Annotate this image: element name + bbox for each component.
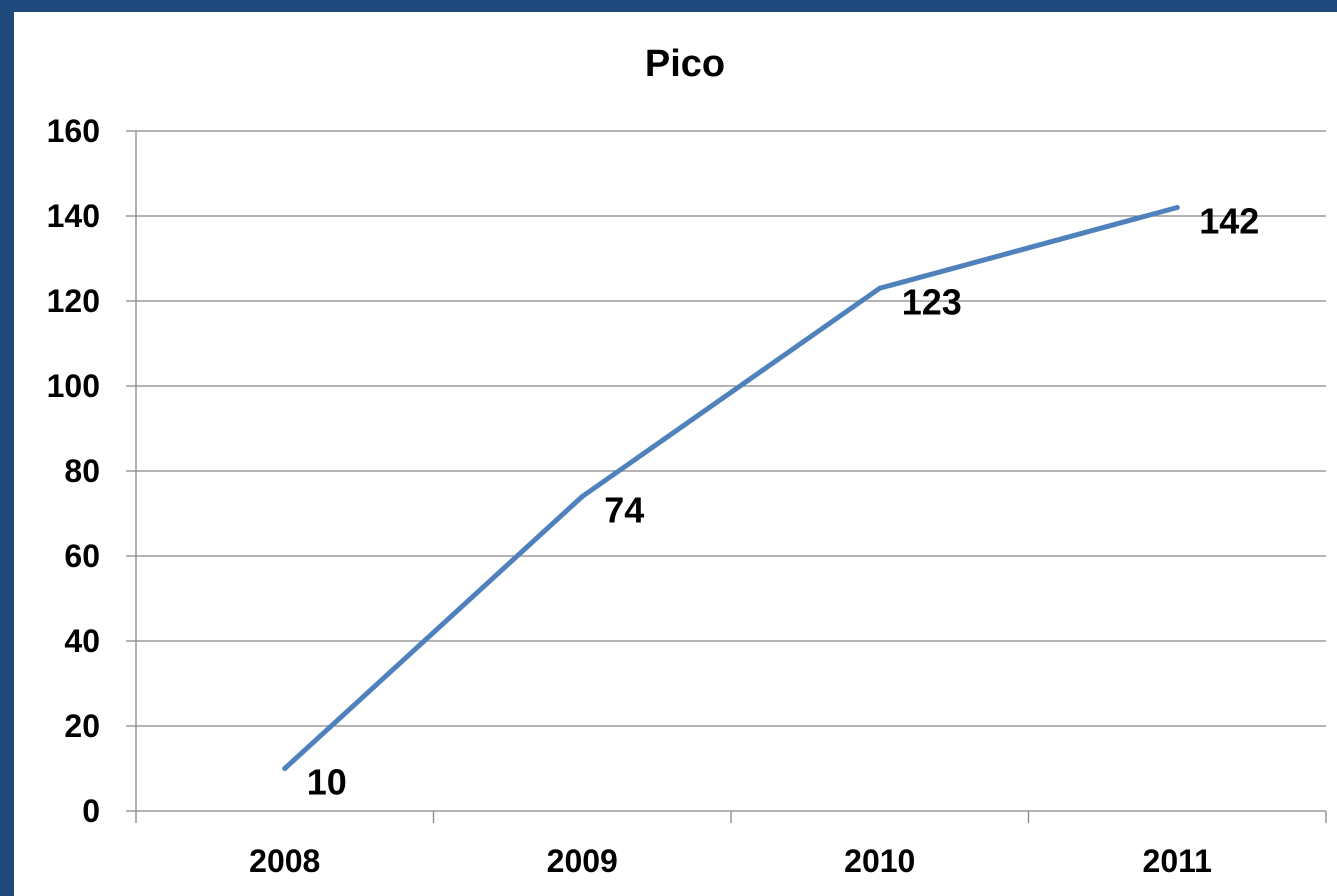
x-tick-label: 2009	[547, 843, 618, 879]
data-label: 74	[604, 490, 644, 531]
axes: 0 20 40 60 80 100 120 140 160 2008 2009 2010 2011	[47, 113, 1327, 879]
data-point	[877, 285, 883, 291]
data-point	[1174, 205, 1180, 210]
y-tick-label: 100	[47, 368, 100, 404]
gridlines	[126, 130, 1326, 727]
x-tick-label: 2011	[1143, 843, 1212, 879]
x-tick-label: 2008	[249, 843, 320, 879]
y-tick-label: 160	[47, 113, 100, 149]
y-tick-label: 20	[64, 708, 100, 744]
data-labels: 10 74 123 142	[307, 201, 1260, 803]
data-label: 10	[307, 762, 347, 803]
data-point	[579, 494, 585, 499]
series-line	[282, 205, 1180, 771]
y-tick-label: 140	[47, 198, 100, 234]
chart-area	[14, 12, 1337, 896]
chart-title: Pico	[645, 43, 725, 85]
y-tick-label: 0	[82, 793, 100, 829]
y-tick-label: 40	[64, 623, 100, 659]
data-label: 142	[1199, 201, 1259, 242]
y-tick-label: 120	[47, 283, 100, 319]
y-tick-label: 80	[64, 453, 100, 489]
x-tick-label: 2010	[844, 843, 915, 879]
data-point	[282, 766, 288, 771]
data-label: 123	[902, 281, 962, 322]
series	[282, 205, 1180, 771]
y-tick-label: 60	[64, 538, 100, 574]
